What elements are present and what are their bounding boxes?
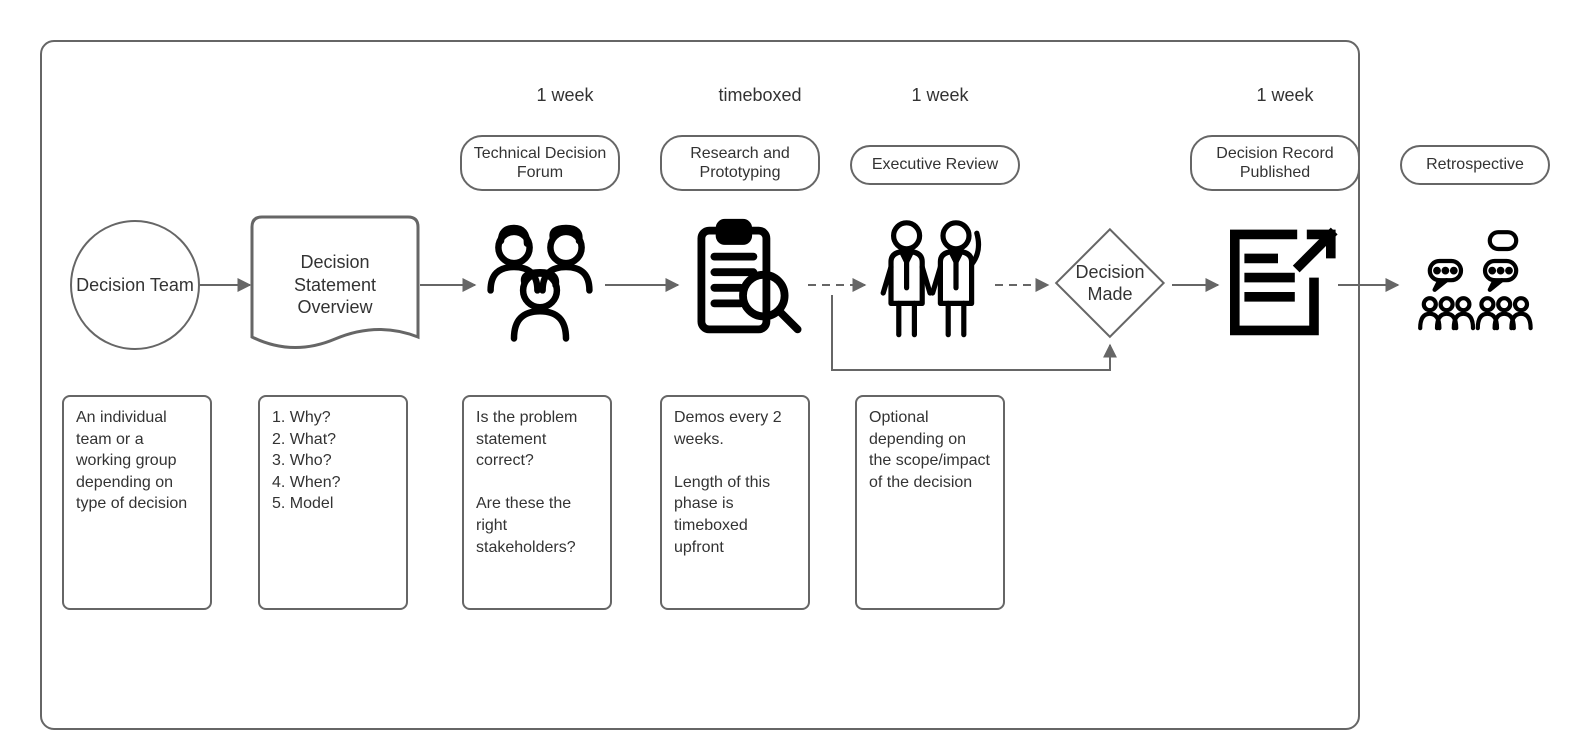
document-icon bbox=[1218, 215, 1338, 345]
stage-pill: Executive Review bbox=[850, 145, 1020, 185]
node-document-shape: Decision Statement Overview bbox=[250, 215, 420, 355]
description-box: 1. Why? 2. What? 3. Who? 4. When? 5. Mod… bbox=[258, 395, 408, 610]
stage-pill: Decision Record Published bbox=[1190, 135, 1360, 191]
retro-icon bbox=[1398, 225, 1548, 345]
time-label: 1 week bbox=[880, 85, 1000, 106]
description-box: Demos every 2 weeks. Length of this phas… bbox=[660, 395, 810, 610]
stage-pill: Technical Decision Forum bbox=[460, 135, 620, 191]
node-diamond: Decision Made bbox=[1055, 228, 1165, 338]
executives-icon bbox=[865, 215, 995, 345]
time-label: timeboxed bbox=[700, 85, 820, 106]
clipboard-icon bbox=[678, 215, 808, 345]
node-circle: Decision Team bbox=[70, 220, 200, 350]
description-box: An individual team or a working group de… bbox=[62, 395, 212, 610]
description-box: Optional depending on the scope/impact o… bbox=[855, 395, 1005, 610]
time-label: 1 week bbox=[505, 85, 625, 106]
node-label: Decision Made bbox=[1055, 228, 1165, 338]
node-label: Decision Statement Overview bbox=[250, 251, 420, 319]
description-box: Is the problem statement correct? Are th… bbox=[462, 395, 612, 610]
diagram-canvas: 1 week timeboxed 1 week 1 week Technical Dec… bbox=[0, 0, 1587, 740]
people-icon bbox=[475, 215, 605, 345]
time-label: 1 week bbox=[1225, 85, 1345, 106]
stage-pill: Research and Prototyping bbox=[660, 135, 820, 191]
stage-pill: Retrospective bbox=[1400, 145, 1550, 185]
